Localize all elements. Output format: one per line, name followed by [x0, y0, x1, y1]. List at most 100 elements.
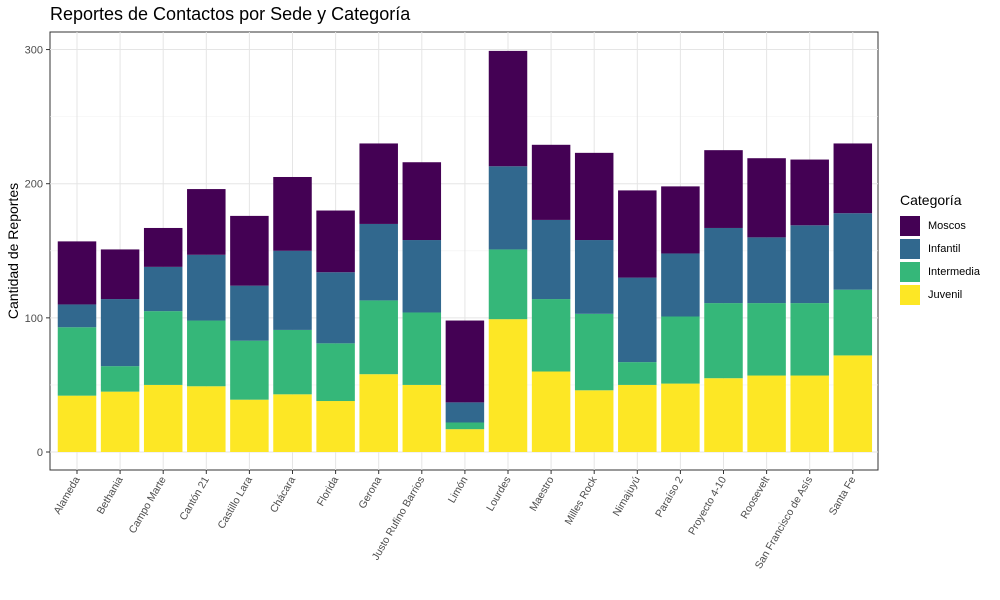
bar-segment [833, 143, 873, 214]
bar-segment [531, 144, 571, 220]
bar-segment [100, 366, 140, 392]
bar-segment [316, 272, 355, 344]
bar-segment [747, 158, 786, 238]
bar-segment [661, 186, 700, 254]
bar-segment [359, 374, 398, 452]
bar-segment [574, 390, 614, 452]
legend-item: Infantil [900, 237, 980, 260]
bar-segment [704, 378, 743, 452]
bar-segment [790, 159, 829, 226]
bar-segment [359, 223, 398, 301]
bar-segment [187, 254, 226, 321]
bar-segment [445, 422, 485, 430]
x-tick-label: Castillo Lara [215, 474, 255, 531]
bar-segment [402, 384, 442, 452]
bar-segment [230, 340, 269, 400]
bar-segment [704, 227, 743, 304]
legend-items: Moscos Infantil Intermedia Juvenil [900, 214, 980, 306]
bar-segment [574, 240, 614, 314]
x-tick-label: Chácara [268, 474, 298, 515]
bar-segment [618, 190, 657, 278]
bar-segment [704, 150, 743, 228]
bar-segment [100, 299, 140, 367]
bar-segment [445, 402, 485, 423]
chart-title: Reportes de Contactos por Sede y Categor… [50, 4, 411, 24]
x-tick-label: Maestro [527, 474, 556, 513]
x-tick-label: Gerona [356, 474, 384, 510]
bar-segment [359, 300, 398, 375]
bar-segment [790, 303, 829, 376]
bar-segment [531, 219, 571, 300]
bars-layer [57, 50, 873, 452]
x-tick-label: Cantón 21 [177, 474, 212, 522]
y-tick-label: 300 [25, 45, 43, 57]
legend-item: Intermedia [900, 260, 980, 283]
bar-segment [273, 394, 312, 452]
y-tick-label: 100 [25, 313, 43, 325]
bar-segment [316, 210, 355, 273]
x-tick-label: Roosevelt [738, 474, 772, 521]
bar-segment [402, 240, 442, 313]
bar-segment [488, 249, 528, 320]
bar-segment [402, 312, 442, 385]
bar-segment [488, 166, 528, 250]
bar-segment [187, 320, 226, 387]
bar-segment [790, 375, 829, 452]
bar-segment [143, 266, 183, 312]
bar-segment [704, 303, 743, 379]
bar-segment [402, 162, 442, 241]
bar-segment [747, 237, 786, 304]
bar-segment [661, 383, 700, 452]
bar-segment [531, 371, 571, 452]
legend-label: Moscos [928, 219, 966, 232]
bar-segment [143, 384, 183, 452]
bar-segment [143, 227, 183, 267]
x-tick-label: Proyecto 4-10 [686, 474, 729, 537]
bar-segment [574, 313, 614, 391]
bar-segment [661, 316, 700, 384]
bar-segment [57, 304, 97, 328]
legend-label: Infantil [928, 242, 961, 255]
bar-segment [833, 289, 873, 356]
x-tick-label: Alameda [51, 474, 82, 516]
legend-title: Categoría [900, 192, 962, 208]
bar-segment [57, 241, 97, 305]
legend-label: Juvenil [928, 288, 963, 301]
legend-label: Intermedia [928, 265, 980, 278]
bar-segment [747, 375, 786, 452]
x-tick-label: Limón [446, 474, 471, 505]
x-tick-label: Bethania [95, 474, 126, 516]
bar-segment [230, 399, 269, 452]
bar-segment [230, 215, 269, 286]
legend-key [900, 215, 920, 236]
bar-segment [747, 303, 786, 376]
bar-segment [531, 299, 571, 372]
bar-segment [790, 225, 829, 304]
bar-segment [833, 355, 873, 452]
bar-segment [100, 391, 140, 452]
bar-segment [618, 384, 657, 452]
legend-key [900, 238, 920, 259]
y-tick-label: 200 [25, 179, 43, 191]
x-tick-label: Campo Marte [127, 474, 169, 535]
bar-segment [230, 285, 269, 341]
bar-segment [187, 386, 226, 452]
bar-segment [661, 253, 700, 317]
bar-segment [100, 249, 140, 300]
legend-item: Moscos [900, 214, 980, 237]
legend-key [900, 284, 920, 305]
bar-segment [57, 327, 97, 396]
y-tick-label: 0 [37, 447, 43, 459]
bar-segment [187, 189, 226, 255]
bar-segment [316, 343, 355, 402]
y-axis-label: Cantidad de Reportes [5, 183, 21, 319]
bar-segment [618, 277, 657, 363]
legend: Categoría Moscos Infantil Intermedia Juveni… [900, 192, 980, 306]
x-tick-label: Florida [315, 474, 342, 508]
x-tick-label: Santa Fe [827, 474, 859, 517]
x-tick-label: Milles Rock [563, 474, 601, 527]
bar-segment [618, 362, 657, 385]
bar-segment [316, 401, 355, 452]
x-tick-label: Paraíso 2 [653, 474, 686, 519]
